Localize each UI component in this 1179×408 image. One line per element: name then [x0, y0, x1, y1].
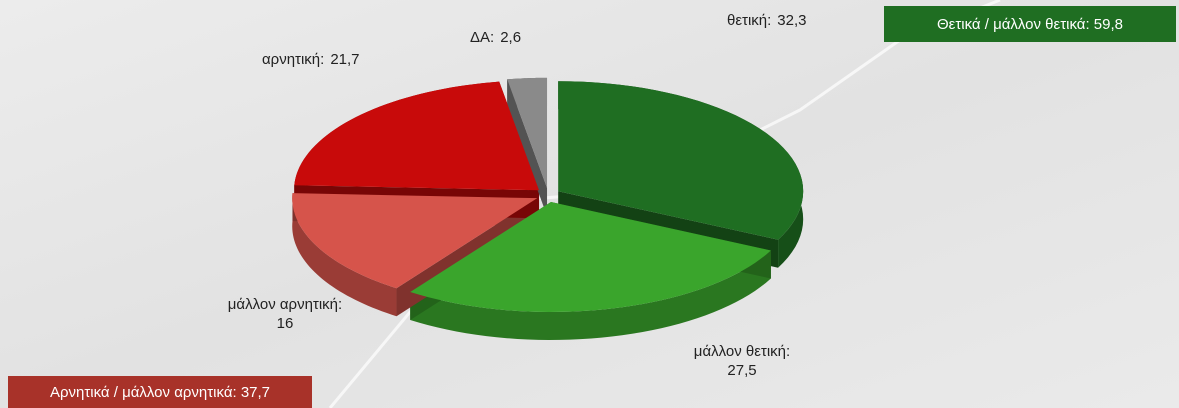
- summary-text: Θετικά / μάλλον θετικά: 59,8: [937, 16, 1123, 33]
- category-label: ΔΑ:: [470, 29, 494, 46]
- data-label: μάλλον αρνητική: 16: [228, 296, 342, 332]
- data-label: αρνητική: 21,7: [262, 51, 360, 68]
- slice-cut: [507, 79, 548, 216]
- data-label: ΔΑ: 2,6: [470, 29, 521, 46]
- summary-box-bg: [884, 6, 1176, 42]
- category-label: μάλλον θετική:: [694, 343, 790, 360]
- value-label: 32,3: [777, 12, 806, 29]
- value-label: 2,6: [500, 29, 521, 46]
- category-label: μάλλον αρνητική:: [228, 296, 342, 313]
- slice-side: [292, 193, 397, 317]
- summary-box: Αρνητικά / μάλλον αρνητικά: 37,7: [8, 376, 312, 408]
- summary-text: Αρνητικά / μάλλον αρνητικά: 37,7: [50, 384, 270, 401]
- pie-slice: [507, 77, 548, 188]
- category-label: θετική:: [727, 12, 771, 29]
- pie-slice: [292, 193, 538, 289]
- pie-slice: [558, 81, 804, 240]
- value-label: 16: [277, 315, 294, 332]
- summary-box: Θετικά / μάλλον θετικά: 59,8: [884, 6, 1176, 42]
- data-label: μάλλον θετική: 27,5: [694, 343, 790, 379]
- slice-side: [410, 250, 771, 340]
- category-label: αρνητική:: [262, 51, 324, 68]
- summary-box-bg: [8, 376, 312, 408]
- pie-slice: [410, 201, 771, 312]
- value-label: 27,5: [727, 362, 756, 379]
- data-label: θετική: 32,3: [727, 12, 807, 29]
- pie-slice: [294, 81, 540, 191]
- value-label: 21,7: [330, 51, 359, 68]
